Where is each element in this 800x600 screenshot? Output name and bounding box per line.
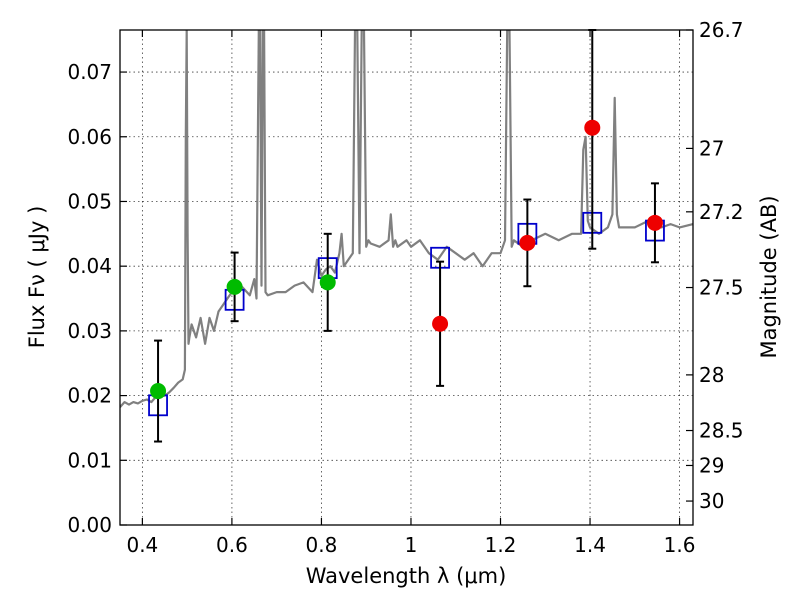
magnitude-tick-label: 28.5 xyxy=(699,419,744,443)
y-tick-label: 0.00 xyxy=(67,513,112,537)
x-axis-ticks: 0.4 0.6 0.8 1 1.2 1.4 1.6 xyxy=(126,30,695,557)
y-axis-label: Flux Fν ( μJy ) xyxy=(25,206,49,349)
y-tick-label: 0.07 xyxy=(67,60,112,84)
x-axis-label: Wavelength λ (μm) xyxy=(306,564,507,588)
optical-data-point xyxy=(226,278,243,295)
magnitude-tick-label: 26.7 xyxy=(699,18,744,42)
magnitude-tick-label: 27.5 xyxy=(699,276,744,300)
nir-data-point xyxy=(584,119,601,136)
x-tick-label: 0.8 xyxy=(306,533,338,557)
y-tick-label: 0.01 xyxy=(67,448,112,472)
optical-data-point xyxy=(150,383,167,400)
magnitude-axis-ticks: 26.7 27 27.2 27.5 28 28.5 29 30 xyxy=(686,18,744,513)
y-tick-label: 0.02 xyxy=(67,384,112,408)
grid-lines xyxy=(120,30,693,525)
optical-data-point xyxy=(319,274,336,291)
x-tick-label: 1.6 xyxy=(664,533,696,557)
optical-photometry-points xyxy=(150,274,336,400)
magnitude-axis-label: Magnitude (AB) xyxy=(757,195,781,358)
y-axis-ticks: 0.00 0.01 0.02 0.03 0.04 0.05 0.06 0.07 xyxy=(67,60,127,537)
x-tick-label: 1.4 xyxy=(574,533,606,557)
magnitude-tick-label: 30 xyxy=(699,489,724,513)
nir-photometry-points xyxy=(432,119,663,332)
y-tick-label: 0.04 xyxy=(67,254,112,278)
x-tick-label: 0.4 xyxy=(126,533,158,557)
plot-area xyxy=(120,30,693,525)
sed-model-line xyxy=(120,30,693,408)
x-tick-label: 1 xyxy=(405,533,418,557)
x-tick-label: 0.6 xyxy=(216,533,248,557)
x-tick-label: 1.2 xyxy=(485,533,517,557)
magnitude-tick-label: 27.2 xyxy=(699,200,744,224)
model-photometry-boxes xyxy=(148,211,665,417)
magnitude-tick-label: 28 xyxy=(699,363,724,387)
magnitude-tick-label: 27 xyxy=(699,136,724,160)
plot-frame xyxy=(119,29,694,526)
nir-data-point xyxy=(432,315,449,332)
nir-data-point xyxy=(519,234,536,251)
y-tick-label: 0.05 xyxy=(67,189,112,213)
y-tick-label: 0.06 xyxy=(67,125,112,149)
y-tick-label: 0.03 xyxy=(67,319,112,343)
nir-data-point xyxy=(646,214,663,231)
magnitude-tick-label: 29 xyxy=(699,453,724,477)
